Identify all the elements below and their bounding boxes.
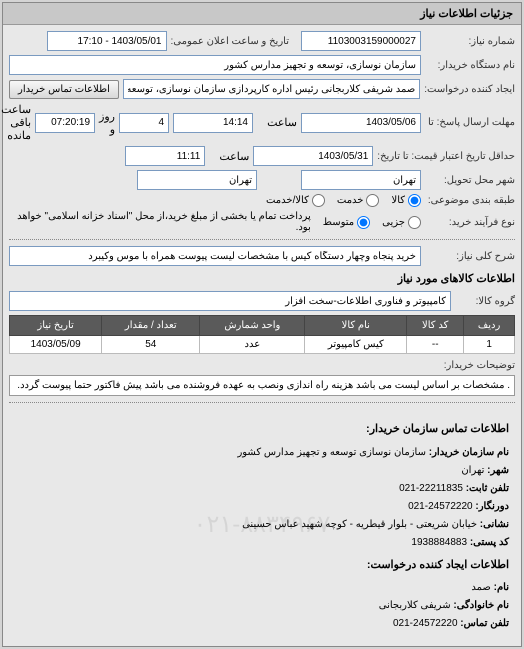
divider-2 <box>9 402 515 403</box>
contact-contact-phone: تلفن تماس: 24572220-021 <box>15 616 509 632</box>
panel-body: شماره نیاز: تاریخ و ساعت اعلان عمومی: نا… <box>3 25 521 646</box>
general-desc-input[interactable] <box>9 246 421 266</box>
process-radio-group: جزیی متوسط <box>323 216 421 229</box>
buyer-org-input[interactable] <box>9 55 421 75</box>
goods-table: ردیف کد کالا نام کالا واحد شمارش تعداد /… <box>9 315 515 354</box>
th-date: تاریخ نیاز <box>10 316 102 336</box>
remain-days-input[interactable] <box>119 113 169 133</box>
cell-code: -- <box>407 336 464 354</box>
day-label: روز و <box>99 110 115 136</box>
goods-group-input[interactable] <box>9 291 451 311</box>
general-desc-label: شرح کلی نیاز: <box>425 251 515 262</box>
radio-goods-service[interactable]: کالا/خدمت <box>266 194 325 207</box>
hour-label-2: ساعت <box>209 150 249 163</box>
budget-type-label: طبقه بندی موضوعی: <box>425 195 515 206</box>
radio-goods-input[interactable] <box>408 194 421 207</box>
buy-process-label: نوع فرآیند خرید: <box>425 217 515 228</box>
th-name: نام کالا <box>305 316 407 336</box>
radio-medium-input[interactable] <box>357 216 370 229</box>
th-row: ردیف <box>464 316 515 336</box>
radio-partial[interactable]: جزیی <box>382 216 421 229</box>
row-budget-type: طبقه بندی موضوعی: کالا خدمت کالا/خدمت <box>9 194 515 207</box>
radio-goods[interactable]: کالا <box>391 194 421 207</box>
goods-section-title: اطلاعات کالاهای مورد نیاز <box>9 272 515 287</box>
deadline-time-input[interactable] <box>173 113 253 133</box>
requester-input[interactable] <box>123 79 420 99</box>
delivery-city-input[interactable] <box>301 170 421 190</box>
table-header-row: ردیف کد کالا نام کالا واحد شمارش تعداد /… <box>10 316 515 336</box>
contact-address: نشانی: خیابان شریعتی - بلوار قیطریه - کو… <box>15 517 509 533</box>
delivery-loc-input[interactable] <box>137 170 257 190</box>
requester-label: ایجاد کننده درخواست: <box>424 84 515 95</box>
remain-label: ساعت باقی مانده <box>1 103 31 142</box>
row-buyer-notes: توضیحات خریدار: <box>9 360 515 371</box>
th-qty: تعداد / مقدار <box>102 316 200 336</box>
delivery-city-label: شهر محل تحویل: <box>425 175 515 186</box>
contact-phone: تلفن ثابت: 22211835-021 <box>15 481 509 497</box>
public-date-input[interactable] <box>47 31 167 51</box>
row-buy-process: نوع فرآیند خرید: جزیی متوسط پرداخت تمام … <box>9 211 515 233</box>
deadline-date-input[interactable] <box>301 113 421 133</box>
row-price-valid: حداقل تاریخ اعتبار قیمت: تا تاریخ: ساعت <box>9 146 515 166</box>
radio-service[interactable]: خدمت <box>337 194 380 207</box>
contact-family: نام خانوادگی: شریفی کلاربجانی <box>15 598 509 614</box>
contact-org: نام سازمان خریدار: سازمان نوسازی توسعه و… <box>15 445 509 461</box>
buyer-contact-button[interactable]: اطلاعات تماس خریدار <box>9 80 119 99</box>
contact-section: ۰۲۱-۸۸۳۴۹۶۷ اطلاعات تماس سازمان خریدار: … <box>9 409 515 640</box>
row-requester: ایجاد کننده درخواست: اطلاعات تماس خریدار <box>9 79 515 99</box>
row-delivery: شهر محل تحویل: <box>9 170 515 190</box>
radio-goods-service-input[interactable] <box>312 194 325 207</box>
deadline-label: مهلت ارسال پاسخ: تا <box>425 117 515 128</box>
price-valid-time-input[interactable] <box>125 146 205 166</box>
buyer-org-label: نام دستگاه خریدار: <box>425 60 515 71</box>
remain-time-input <box>35 113 95 133</box>
public-date-label: تاریخ و ساعت اعلان عمومی: <box>171 36 290 47</box>
cell-date: 1403/05/09 <box>10 336 102 354</box>
goods-note: . مشخصات بر اساس لیست می باشد هزینه راه … <box>9 375 515 396</box>
table-row[interactable]: 1 -- کیس کامپیوتر عدد 54 1403/05/09 <box>10 336 515 354</box>
divider-1 <box>9 239 515 240</box>
cell-qty: 54 <box>102 336 200 354</box>
radio-partial-input[interactable] <box>408 216 421 229</box>
th-unit: واحد شمارش <box>200 316 305 336</box>
pay-note: پرداخت تمام یا بخشی از مبلغ خرید،از محل … <box>9 211 311 233</box>
hour-label-1: ساعت <box>257 116 297 129</box>
row-buyer-org: نام دستگاه خریدار: <box>9 55 515 75</box>
row-goods-group: گروه کالا: <box>9 291 515 311</box>
price-valid-date-input[interactable] <box>253 146 373 166</box>
contact-postal: کد پستی: 1938884883 <box>15 535 509 551</box>
radio-service-input[interactable] <box>366 194 379 207</box>
req-no-input[interactable] <box>301 31 421 51</box>
th-code: کد کالا <box>407 316 464 336</box>
contact-name: نام: صمد <box>15 580 509 596</box>
contact-section-title: اطلاعات تماس سازمان خریدار: <box>15 421 509 441</box>
buyer-notes-label: توضیحات خریدار: <box>425 360 515 371</box>
details-panel: جزئیات اطلاعات نیاز شماره نیاز: تاریخ و … <box>2 2 522 647</box>
req-no-label: شماره نیاز: <box>425 36 515 47</box>
cell-name: کیس کامپیوتر <box>305 336 407 354</box>
row-req-no: شماره نیاز: تاریخ و ساعت اعلان عمومی: <box>9 31 515 51</box>
cell-row: 1 <box>464 336 515 354</box>
contact-city: شهر: تهران <box>15 463 509 479</box>
goods-group-label: گروه کالا: <box>455 296 515 307</box>
budget-radio-group: کالا خدمت کالا/خدمت <box>266 194 421 207</box>
contact-fax: دورنگار: 24572220-021 <box>15 499 509 515</box>
panel-title: جزئیات اطلاعات نیاز <box>3 3 521 25</box>
price-valid-label: حداقل تاریخ اعتبار قیمت: تا تاریخ: <box>377 151 515 162</box>
cell-unit: عدد <box>200 336 305 354</box>
creator-section-title: اطلاعات ایجاد کننده درخواست: <box>15 557 509 577</box>
row-deadline: مهلت ارسال پاسخ: تا ساعت روز و ساعت باقی… <box>9 103 515 142</box>
row-general-desc: شرح کلی نیاز: <box>9 246 515 266</box>
radio-medium[interactable]: متوسط <box>323 216 370 229</box>
